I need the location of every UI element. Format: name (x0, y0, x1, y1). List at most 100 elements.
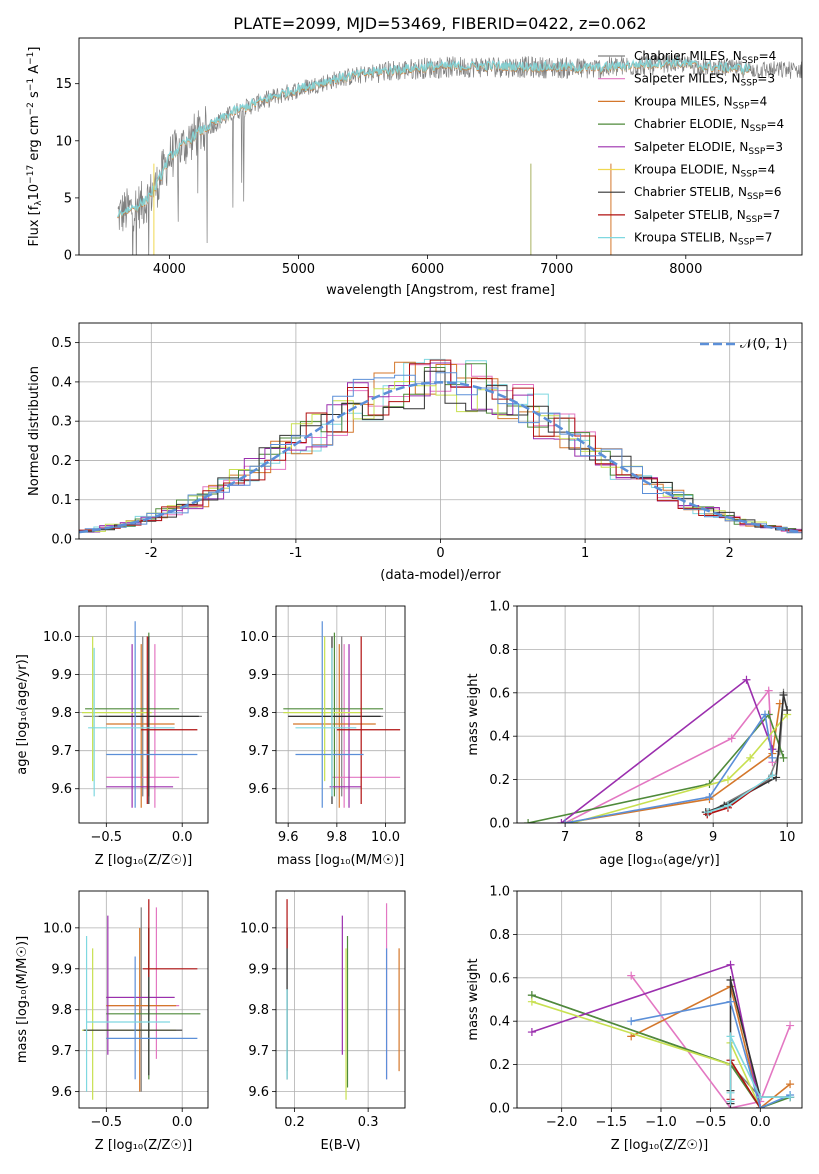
plus-marker (779, 753, 788, 762)
series-line (531, 994, 791, 1108)
plus-marker (768, 771, 777, 780)
plus-marker (764, 686, 773, 695)
spectrum-panel: 4000 5000 6000 7000 8000 0 5 10 15 Flux [fλ10−17 … (26, 37, 803, 298)
y-tick-label: 10.0 (240, 921, 269, 936)
plot-frame (516, 890, 803, 1109)
legend-label: Salpeter ELODIE, NSSP=3 (634, 140, 783, 157)
y-axis-label: mass [log₁₀(M/M☉)] (15, 936, 30, 1063)
x-tick-label: 0.3 (358, 1115, 379, 1130)
plus-marker (726, 997, 735, 1006)
legend-label: Salpeter MILES, NSSP=3 (634, 72, 775, 89)
y-tick-label: 9.9 (248, 668, 269, 683)
plus-marker (726, 960, 735, 969)
plus-marker (786, 1021, 795, 1030)
x-tick-label: 4000 (153, 262, 186, 277)
x-tick-label: −0.5 (695, 1115, 727, 1130)
y-axis-label: Normed distribution (27, 366, 42, 496)
x-tick-label: 0 (436, 546, 444, 561)
x-tick-label: −1.0 (645, 1115, 677, 1130)
y-tick-label: 15 (55, 77, 72, 92)
plot-frame (78, 605, 209, 824)
y-tick-label: 5 (64, 191, 72, 206)
y-tick-label: 9.7 (51, 1044, 72, 1059)
plot-frame (78, 37, 803, 256)
spectrum-title: PLATE=2099, MJD=53469, FIBERID=0422, z=0… (233, 14, 646, 33)
plus-marker (703, 808, 712, 817)
x-tick-label: 8000 (669, 262, 702, 277)
y-tick-label: 1.0 (489, 885, 510, 900)
x-tick-label: 9.8 (327, 830, 348, 845)
mass-weight-vs-metallicity-panel: −2.0 −1.5 −1.0 −0.5 0.0 0.0 0.2 0.4 0.6 0.8 1.0 Z [… (466, 885, 803, 1153)
plus-marker (726, 1088, 735, 1097)
x-tick-label: 10 (779, 830, 796, 845)
x-tick-label: 8 (635, 830, 643, 845)
plus-marker (627, 971, 636, 980)
y-tick-label: 9.9 (248, 962, 269, 977)
y-tick-label: 1.0 (489, 600, 510, 615)
legend-label: Salpeter STELIB, NSSP=7 (634, 208, 780, 225)
y-tick-label: 0.8 (489, 928, 510, 943)
legend-label: Kroupa MILES, NSSP=4 (634, 94, 767, 111)
y-tick-label: 0 (64, 249, 72, 264)
model-spectrum-line (117, 56, 751, 218)
errorbar-points (286, 899, 400, 1100)
y-tick-label: 9.6 (248, 1085, 269, 1100)
x-tick-label: −0.5 (91, 830, 123, 845)
x-tick-label: −0.5 (91, 1115, 123, 1130)
plus-marker (726, 975, 735, 984)
x-axis-label: Z [log₁₀(Z/Z☉)] (611, 1138, 708, 1153)
y-tick-label: 9.7 (51, 744, 72, 759)
x-tick-label: 9 (709, 830, 717, 845)
x-tick-label: 7 (561, 830, 569, 845)
plus-marker (779, 690, 788, 699)
x-tick-label: 7000 (540, 262, 573, 277)
plus-marker (726, 1032, 735, 1041)
y-tick-label: 0.2 (51, 454, 72, 469)
plot-frame (275, 890, 406, 1109)
y-tick-label: 9.8 (51, 706, 72, 721)
plus-marker (705, 792, 714, 801)
x-tick-label: 0.2 (284, 1115, 305, 1130)
y-tick-label: 0.5 (51, 336, 72, 351)
plus-marker (768, 745, 777, 754)
x-axis-label: mass [log₁₀(M/M☉)] (277, 853, 404, 868)
plus-marker (783, 706, 792, 715)
y-tick-label: 0.1 (51, 493, 72, 508)
plus-marker (568, 819, 577, 823)
plus-marker (557, 819, 566, 823)
legend-label: Kroupa ELODIE, NSSP=4 (634, 163, 775, 180)
residual-histogram-panel: -2 -1 0 1 2 0.0 0.1 0.2 0.3 0.4 0.5 𝒩(0, 1) (data-mo… (27, 322, 803, 583)
mass-vs-metallicity-panel: −0.5 0.0 9.6 9.7 9.8 9.9 10.0 Z [log₁₀(Z/Z☉)] ma… (15, 890, 209, 1153)
plus-marker (723, 801, 732, 810)
y-axis-label: age [log₁₀(age/yr)] (15, 654, 30, 775)
y-tick-label: 9.7 (248, 744, 269, 759)
mass-weight-series (524, 675, 792, 823)
series-line (527, 712, 785, 823)
spectrum-traces (117, 53, 802, 255)
y-tick-label: 9.9 (51, 668, 72, 683)
plus-marker (723, 775, 732, 784)
y-tick-label: 0.8 (489, 643, 510, 658)
plus-marker (727, 734, 736, 743)
histogram-series (79, 359, 802, 531)
x-tick-label: 10.0 (371, 830, 400, 845)
plus-marker (627, 1017, 636, 1026)
y-tick-label: 9.8 (51, 1003, 72, 1018)
normal-curve-line (79, 381, 802, 534)
y-axis-label: Flux [fλ10−17 erg cm−2 s−1 A−1] (26, 47, 44, 247)
y-tick-label: 0.0 (489, 817, 510, 832)
y-tick-label: 9.6 (248, 782, 269, 797)
x-axis-label: E(B-V) (320, 1138, 360, 1153)
y-tick-label: 0.2 (489, 1058, 510, 1073)
x-tick-label: 1 (581, 546, 589, 561)
x-tick-label: 5000 (282, 262, 315, 277)
y-tick-label: 9.7 (248, 1044, 269, 1059)
x-tick-label: 0.0 (172, 830, 193, 845)
x-tick-label: 6000 (411, 262, 444, 277)
x-tick-label: -1 (289, 546, 302, 561)
series-line (631, 1000, 791, 1108)
legend-label: Chabrier STELIB, NSSP=6 (634, 185, 782, 202)
legend-label: Kroupa STELIB, NSSP=7 (634, 231, 772, 248)
y-tick-label: 10.0 (240, 630, 269, 645)
